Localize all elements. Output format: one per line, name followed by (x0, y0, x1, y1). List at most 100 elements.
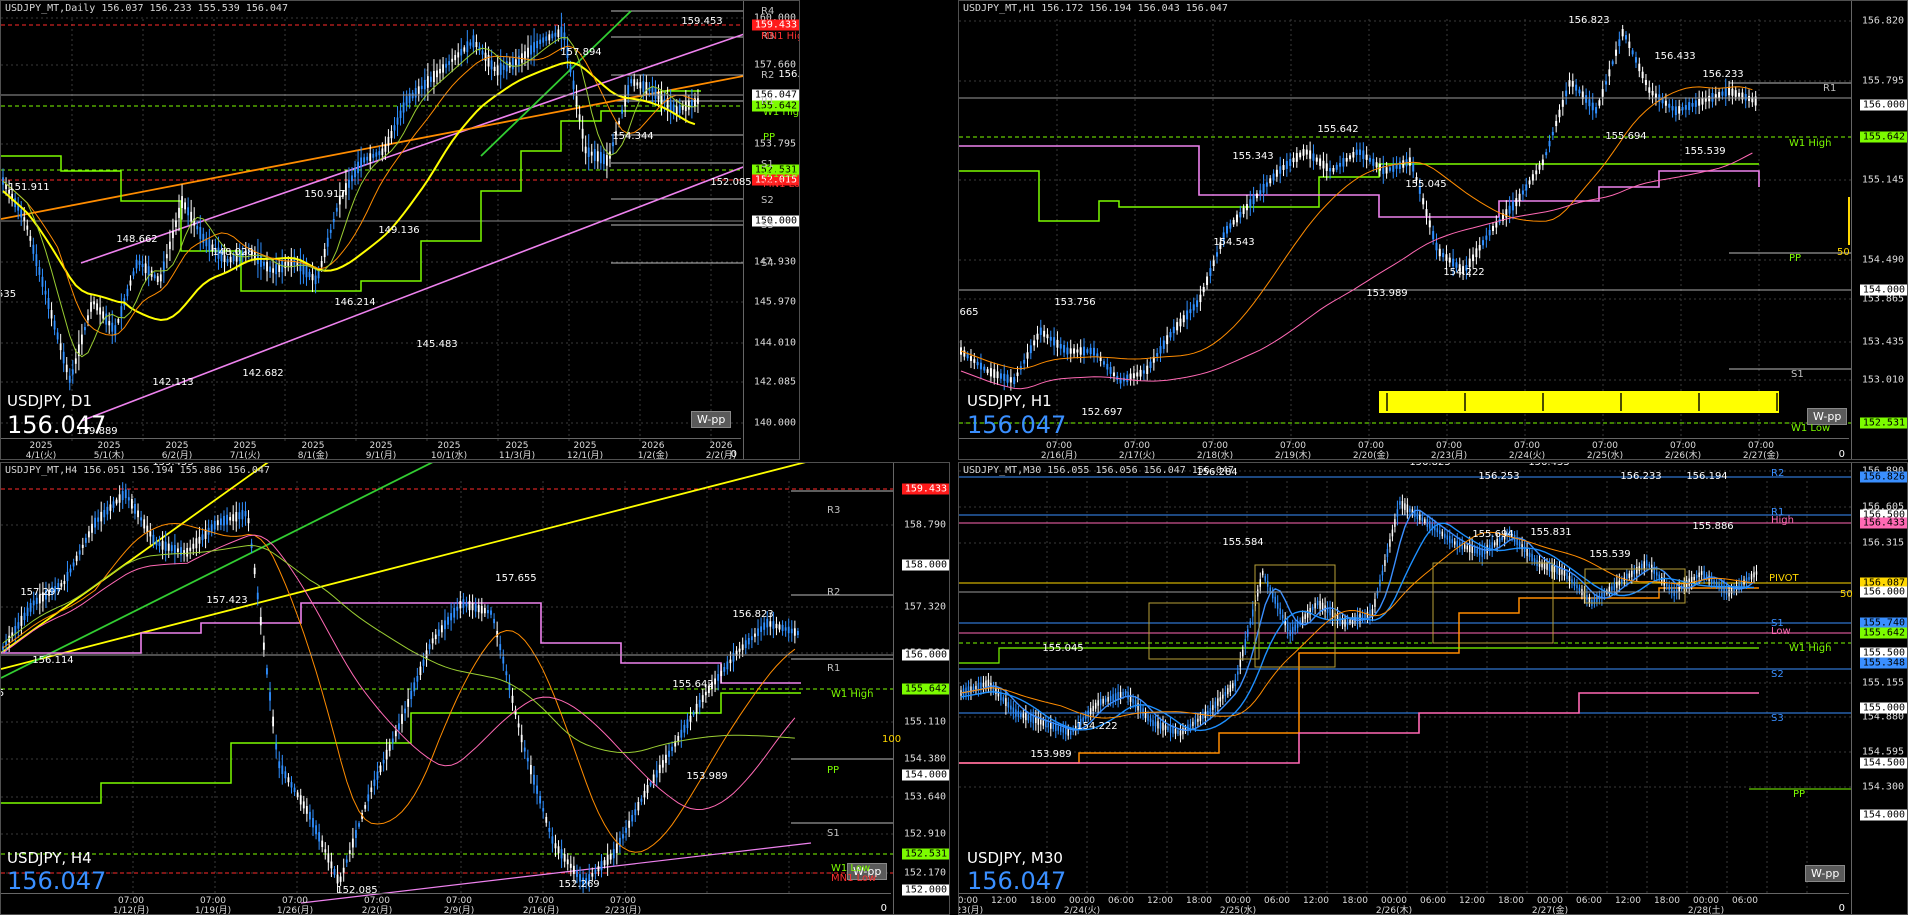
current-price: 156.047 (967, 867, 1067, 895)
trendline[interactable] (480, 10, 632, 157)
price-plot-m30[interactable] (959, 463, 1908, 915)
swing-price-label: 159.453 (681, 16, 723, 27)
session-box (1148, 602, 1260, 660)
price-scale[interactable]: 158.790157.320156.580155.110154.380153.6… (893, 463, 949, 914)
trendline[interactable] (80, 11, 800, 264)
price-plot-daily[interactable] (1, 1, 800, 460)
price-tick-label: 142.085 (753, 376, 796, 388)
chart-window-h4[interactable]: USDJPY_MT,H4 156.051 156.194 155.886 156… (0, 462, 950, 915)
price-tag: 158.000 (901, 559, 949, 571)
price-tag: 152.000 (901, 884, 949, 896)
time-label: 07:00 2/27(金) (1743, 441, 1779, 459)
time-label-bottom: 2/2(月) (361, 906, 393, 915)
level-label: S1 (761, 159, 774, 170)
step-line (959, 145, 1760, 218)
time-label: 2026 1/2(金) (638, 441, 669, 459)
price-tag: 155.348 (1859, 657, 1907, 669)
time-label-top: 06:00 (1264, 896, 1290, 906)
time-label: 2025 7/1(火) (230, 441, 261, 459)
price-tick-label: 147.930 (753, 256, 796, 268)
trendline[interactable] (80, 141, 800, 422)
w-pp-button[interactable]: W-pp (1807, 408, 1848, 425)
time-label-top: 07:00 (528, 896, 554, 906)
swing-price-label: 156.233 (1620, 471, 1662, 482)
time-label-bottom: 2/23(月) (1430, 451, 1468, 460)
price-tag: 156.000 (1859, 99, 1907, 111)
time-label-top: 07:00 (1358, 441, 1384, 451)
swing-price-label: 155.045 (1405, 179, 1447, 190)
price-scale[interactable]: 156.820 155.795 155.145 154.490 153.865 153.4… (1851, 1, 1907, 459)
candles (2, 12, 699, 391)
time-label-bottom: 2/2(月) (705, 451, 737, 460)
time-axis[interactable]: 07:00 1/12(月) 07:00 1/19(月) 07:00 1/26(月) 07:0… (1, 893, 891, 914)
time-axis[interactable]: 00:002/23(月)12:0018:0000:002/24(火)06:001… (959, 893, 1849, 914)
time-label-top: 2025 (437, 441, 461, 451)
w-pp-button[interactable]: W-pp (1805, 865, 1846, 882)
price-tick-label: 156.890 (1862, 466, 1904, 477)
price-plot-h1[interactable] (959, 1, 1908, 460)
time-label-bottom: 2/24(火) (1063, 906, 1101, 915)
trendline[interactable] (1, 463, 281, 654)
candles (960, 24, 1757, 391)
price-plot-h4[interactable] (1, 463, 950, 915)
session-box (1584, 568, 1686, 604)
moving-average (960, 152, 1753, 390)
w-pp-button[interactable]: W-pp (691, 411, 732, 428)
time-label-bottom: 2/9(月) (443, 906, 475, 915)
time-axis[interactable]: 07:00 2/16(月) 07:00 2/17(火) 07:00 2/18(水) 07:0… (959, 438, 1849, 459)
time-label: 07:00 2/19(木) (1275, 441, 1311, 459)
indicator-zero-label: 0 (730, 449, 737, 460)
time-label-bottom: 2/25(水) (1586, 451, 1624, 460)
time-label-bottom: 2/26(木) (1664, 451, 1702, 460)
swing-price-label: 142.682 (242, 368, 284, 379)
time-label-top: 06:00 (1420, 896, 1446, 906)
time-label-top: 07:00 (1124, 441, 1150, 451)
level-label: R1 (1771, 507, 1785, 518)
swing-price-label: 5 (1, 688, 4, 699)
price-scale[interactable]: 156.890 156.605 156.315 155.155 154.880 154.5… (1851, 463, 1907, 914)
trendline[interactable] (1, 463, 841, 670)
chart-window-daily[interactable]: USDJPY_MT,Daily 156.037 156.233 155.539 … (0, 0, 800, 460)
grid (959, 19, 1851, 441)
trendline[interactable] (1, 463, 451, 679)
time-label-bottom: 1/12(月) (112, 906, 150, 915)
swing-price-label: 154.543 (1213, 237, 1255, 248)
w-pp-button[interactable]: W-pp (847, 863, 888, 880)
price-tick-label: 154.880 (1861, 711, 1904, 723)
trendline[interactable] (1, 63, 800, 220)
price-tick-label: 152.910 (903, 828, 946, 840)
time-label-top: 12:00 (1303, 896, 1329, 906)
swing-price-label: 156.823 (1409, 462, 1451, 468)
level-label: R1 (761, 96, 775, 107)
time-label-top: 00:00 (1381, 896, 1407, 906)
time-label-bottom: 2/16(月) (522, 906, 560, 915)
time-label-top: 18:00 (1654, 896, 1680, 906)
time-label-bottom: 2/16(月) (1040, 451, 1078, 460)
time-label-top: 07:00 (1280, 441, 1306, 451)
level-label: W1 Low (763, 169, 800, 180)
time-label-bottom: 2/26(木) (1375, 906, 1413, 915)
step-line (1, 692, 801, 804)
swing-price-label: 151.911 (8, 182, 50, 193)
time-label: 07:00 2/9(月) (443, 896, 475, 915)
chart-window-h1[interactable]: USDJPY_MT,H1 156.172 156.194 156.043 156… (958, 0, 1908, 460)
swing-price-label: 156.253 (1478, 471, 1520, 482)
swing-price-label: 155.539 (1589, 549, 1631, 560)
current-price: 156.047 (967, 411, 1067, 439)
level-label: S1 (827, 828, 840, 839)
time-label-top: 07:00 (1514, 441, 1540, 451)
time-label-bottom: 2/24(火) (1508, 451, 1546, 460)
time-label: 18:00 (1186, 896, 1212, 906)
price-scale[interactable]: 160.000 157.660 153.795 150.000 147.930 145.9… (743, 1, 799, 459)
swing-price-label: 154.344 (612, 131, 654, 142)
level-label: R2 (827, 587, 841, 598)
level-label: S1 (1791, 369, 1804, 380)
price-tick-label: 154.380 (903, 753, 946, 765)
ohlc-header: USDJPY_MT,Daily 156.037 156.233 155.539 … (5, 3, 288, 14)
chart-window-m30[interactable]: USDJPY_MT,M30 156.055 156.056 156.047 15… (958, 462, 1908, 915)
time-label: 18:00 (1030, 896, 1056, 906)
swing-price-label: 152.085 (710, 177, 752, 188)
price-tag: 150.000 (751, 215, 799, 227)
price-tick-label: 156.605 (1861, 501, 1904, 513)
time-axis[interactable]: 2025 4/1(火) 2025 5/1(木) 2025 6/2(月) 2025 7/1(火)… (1, 438, 741, 459)
